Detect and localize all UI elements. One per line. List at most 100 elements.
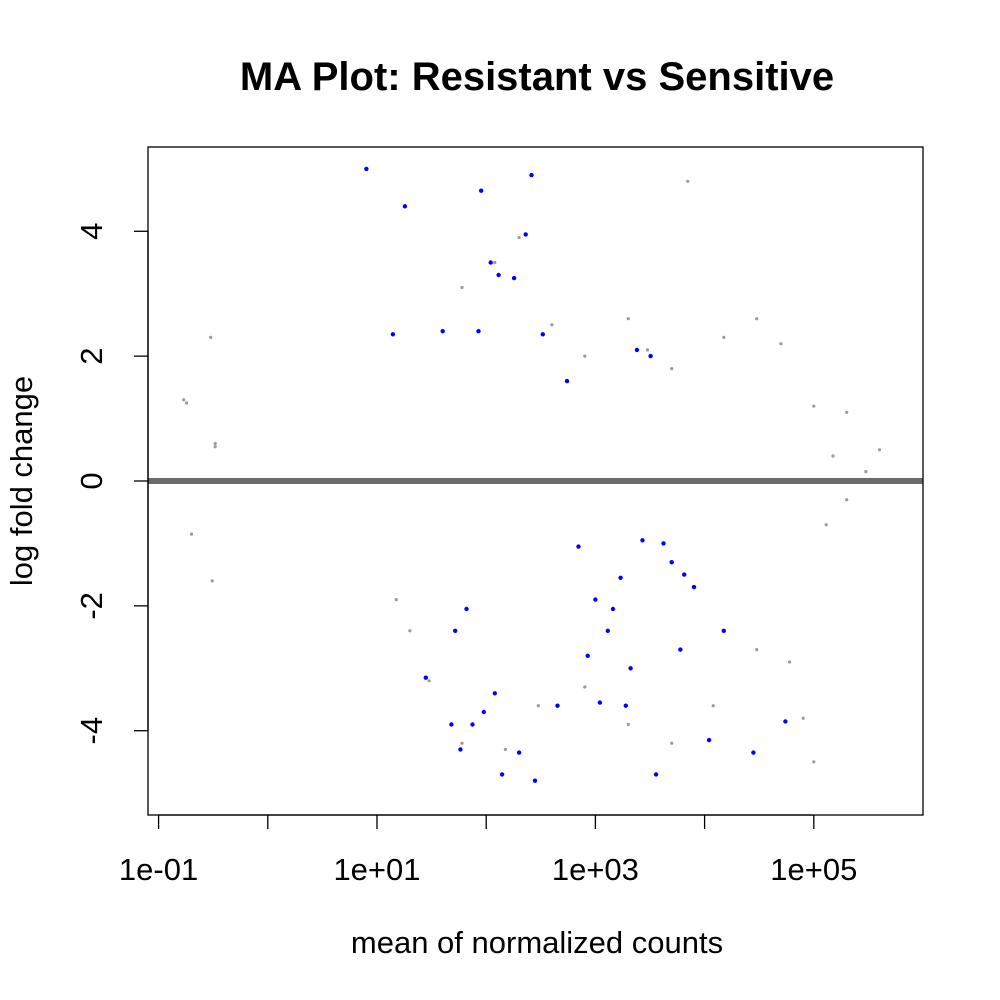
gene-point: [626, 722, 630, 727]
significant-point: [516, 750, 522, 755]
significant-point: [488, 260, 493, 265]
significant-point: [492, 691, 497, 696]
chart-title: MA Plot: Resistant vs Sensitive: [240, 55, 834, 99]
significant-point: [618, 575, 623, 580]
gene-point: [182, 398, 186, 402]
significant-point: [623, 703, 628, 708]
gene-point: [394, 598, 398, 602]
significant-point: [706, 737, 712, 743]
significant-point: [481, 709, 486, 715]
significant-point: [440, 329, 445, 334]
gene-point: [583, 354, 587, 358]
gene-point: [517, 235, 521, 240]
gene-point: [209, 335, 213, 339]
significant-point: [576, 544, 581, 549]
gene-point: [427, 679, 431, 683]
significant-point: [470, 722, 475, 727]
gene-point: [670, 367, 674, 371]
significant-point: [593, 597, 598, 602]
significant-point: [464, 606, 469, 612]
significant-point: [628, 666, 633, 671]
significant-point: [499, 772, 505, 777]
gene-point: [845, 410, 849, 414]
y-tick-label: 2: [74, 348, 109, 365]
x-axis: 1e-01 1e+01 1e+03 1e+05: [119, 814, 857, 887]
significant-point: [540, 332, 545, 337]
x-tick-label: 1e+01: [333, 852, 420, 887]
significant-point: [390, 332, 396, 337]
y-tick-label: -4: [74, 717, 109, 745]
significant-point: [648, 353, 653, 359]
gene-point: [213, 441, 217, 446]
gene-point: [670, 741, 674, 745]
gene-point: [645, 348, 650, 352]
gene-point: [626, 317, 630, 321]
x-tick-label: 1e-01: [119, 852, 198, 887]
gene-point: [493, 260, 497, 265]
significant-point: [640, 538, 645, 543]
y-tick-label: 4: [74, 223, 109, 240]
significant-point: [783, 719, 788, 724]
significant-point: [751, 750, 756, 755]
gene-point: [845, 498, 849, 502]
significant-point: [669, 560, 674, 565]
gene-point: [686, 179, 690, 183]
significant-point: [634, 347, 640, 353]
gene-point: [722, 335, 726, 339]
gene-point: [877, 448, 882, 452]
x-axis-label: mean of normalized counts: [351, 925, 723, 960]
significant-point: [476, 329, 481, 334]
gene-point: [864, 470, 868, 474]
significant-point: [691, 584, 697, 590]
gene-point: [755, 648, 759, 652]
significant-point: [423, 675, 428, 680]
gene-point: [812, 404, 816, 408]
significant-point: [532, 778, 538, 783]
gene-point: [812, 760, 816, 764]
gene-point: [210, 579, 214, 583]
x-tick-label: 1e+03: [552, 852, 639, 887]
gene-point: [189, 532, 194, 536]
significant-point: [402, 204, 408, 209]
significant-point: [585, 653, 590, 658]
significant-point: [597, 700, 603, 705]
significant-point: [721, 628, 726, 633]
gene-point: [460, 741, 464, 745]
y-tick-label: -2: [74, 592, 109, 620]
y-tick-label: 0: [74, 472, 109, 489]
significant-point: [523, 232, 528, 237]
gene-point: [583, 685, 587, 689]
significant-point: [678, 647, 683, 652]
significant-point: [529, 172, 534, 178]
y-axis-label: log fold change: [4, 376, 39, 586]
x-tick-label: 1e+05: [770, 852, 857, 887]
gene-point: [550, 323, 554, 327]
gene-point: [779, 342, 783, 346]
significant-point: [610, 606, 616, 612]
significant-point: [511, 275, 517, 281]
significant-point: [449, 722, 454, 727]
gene-point: [711, 704, 715, 708]
data-points: [182, 166, 901, 783]
significant-point: [453, 628, 458, 633]
gene-point: [788, 660, 792, 664]
gene-point: [213, 445, 217, 449]
gene-point: [536, 704, 540, 708]
significant-point: [555, 703, 560, 708]
gene-point: [824, 523, 828, 527]
gene-point: [408, 629, 412, 633]
y-axis: -4 -2 0 2 4: [74, 223, 149, 745]
significant-point: [682, 572, 687, 577]
gene-point: [503, 747, 507, 752]
gene-point: [460, 285, 464, 290]
significant-point: [605, 628, 610, 633]
significant-point: [653, 772, 659, 777]
gene-point: [755, 317, 759, 321]
gene-point: [831, 454, 835, 458]
significant-point: [479, 188, 484, 193]
significant-point: [458, 747, 463, 752]
gene-point: [801, 716, 805, 720]
significant-point: [564, 378, 570, 384]
significant-point: [364, 166, 369, 172]
